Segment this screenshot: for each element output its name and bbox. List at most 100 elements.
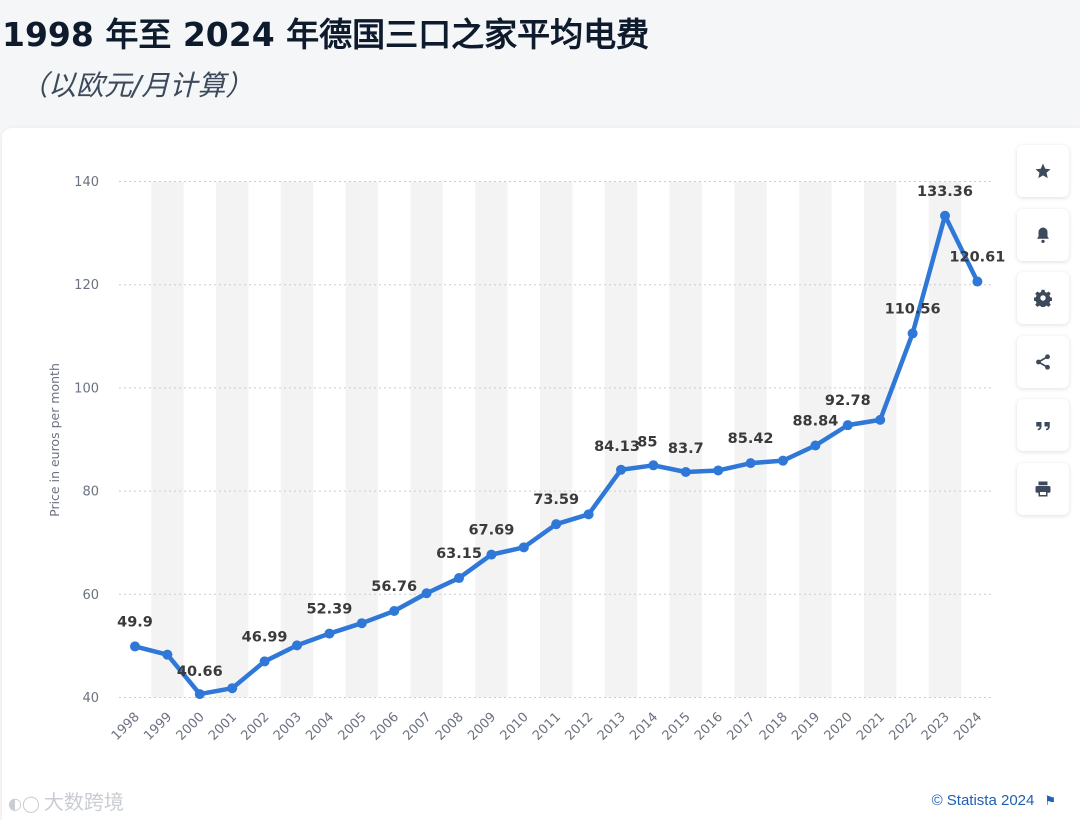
x-tick-label: 2009 [465, 710, 499, 744]
chart-title: 1998 年至 2024 年德国三口之家平均电费 [2, 15, 650, 54]
star-icon [1035, 163, 1051, 179]
watermark: ◐◯ 大数跨境 [8, 786, 124, 815]
watermark-logo-icon: ◐◯ [8, 794, 40, 813]
bell-icon [1037, 227, 1049, 243]
x-tick-label: 2001 [206, 710, 240, 744]
column-band [734, 181, 767, 698]
data-point [713, 465, 724, 476]
column-band [280, 181, 314, 698]
y-tick-label: 80 [82, 485, 99, 500]
x-tick-label: 2003 [271, 710, 305, 744]
x-tick-label: 2016 [692, 710, 726, 744]
share-button[interactable] [1017, 335, 1069, 388]
column-band [216, 181, 249, 698]
x-tick-label: 2011 [530, 710, 564, 744]
data-point [648, 460, 659, 471]
cite-button[interactable] [1017, 399, 1069, 451]
y-tick-label: 60 [82, 588, 99, 603]
data-label: 46.99 [242, 629, 288, 645]
x-tick-label: 2024 [951, 710, 985, 744]
column-band [540, 181, 573, 698]
y-tick-label: 40 [82, 691, 99, 706]
x-tick-label: 2012 [562, 710, 596, 744]
x-tick-label: 2021 [854, 710, 888, 744]
data-point [842, 420, 853, 431]
settings-button[interactable] [1017, 272, 1069, 324]
data-label: 73.59 [533, 492, 579, 508]
x-tick-label: 2015 [660, 710, 694, 744]
data-label: 52.39 [306, 602, 352, 618]
data-point [356, 618, 367, 629]
x-tick-label: 2007 [400, 710, 434, 744]
data-point [389, 606, 400, 617]
data-label: 49.9 [117, 614, 153, 630]
gear-icon [1034, 289, 1052, 307]
data-point [680, 467, 691, 478]
x-tick-label: 2006 [368, 710, 402, 744]
data-label: 120.61 [949, 250, 1005, 266]
data-label: 133.36 [917, 184, 973, 200]
data-point [130, 641, 140, 652]
column-band [864, 181, 897, 698]
data-label: 67.69 [468, 523, 514, 539]
statista-credit[interactable]: © Statista 2024 ⚑ [932, 792, 1056, 809]
data-point [745, 458, 756, 469]
y-tick-label: 140 [74, 175, 99, 190]
chart-toolbar [1017, 145, 1069, 526]
data-point [583, 509, 594, 520]
data-point [907, 328, 918, 339]
credit-text: © Statista 2024 [931, 792, 1035, 809]
y-tick-label: 100 [74, 381, 99, 396]
watermark-text: 大数跨境 [43, 790, 124, 814]
data-point [518, 542, 529, 553]
x-tick-label: 2017 [724, 710, 758, 744]
data-point [972, 276, 983, 287]
data-point [259, 656, 270, 667]
data-label: 63.15 [436, 546, 482, 562]
x-tick-label: 2004 [303, 710, 337, 744]
print-button[interactable] [1017, 462, 1069, 515]
column-band [928, 181, 962, 698]
notification-button[interactable] [1017, 208, 1069, 261]
chart-subtitle: （以欧元/月计算） [20, 69, 254, 102]
data-label: 40.66 [177, 664, 223, 680]
data-point [616, 464, 626, 475]
x-tick-label: 2020 [822, 710, 856, 744]
data-point [324, 628, 335, 639]
data-label: 110.56 [885, 301, 941, 317]
y-axis-label: Price in euros per month [47, 363, 62, 517]
share-icon [1036, 353, 1050, 370]
column-band [604, 181, 638, 698]
x-tick-label: 2018 [757, 710, 791, 744]
data-point [227, 683, 238, 694]
column-band [669, 181, 702, 698]
flag-icon[interactable]: ⚑ [1044, 793, 1056, 808]
data-label: 56.76 [371, 579, 417, 595]
data-point [421, 588, 432, 599]
data-label: 88.84 [792, 413, 838, 429]
x-tick-label: 2008 [433, 710, 467, 744]
favorite-button[interactable] [1017, 145, 1069, 197]
data-point [940, 210, 950, 221]
x-tick-label: 2022 [886, 710, 920, 744]
quote-icon [1036, 422, 1050, 431]
x-tick-label: 2023 [919, 710, 953, 744]
data-point [875, 414, 886, 425]
x-tick-label: 2019 [789, 710, 823, 744]
data-label: 83.7 [668, 441, 704, 457]
data-point [486, 549, 497, 560]
data-point [551, 519, 562, 530]
print-icon [1035, 481, 1051, 496]
column-band [151, 181, 184, 698]
data-point [810, 440, 821, 451]
column-band [410, 181, 443, 698]
data-point [292, 640, 302, 651]
column-band [345, 181, 378, 698]
x-tick-label: 2002 [238, 710, 272, 744]
data-point [162, 649, 173, 660]
y-tick-label: 120 [74, 278, 99, 293]
x-tick-label: 2013 [595, 710, 629, 744]
data-label: 85.42 [728, 431, 774, 447]
x-tick-label: 2010 [498, 710, 532, 744]
